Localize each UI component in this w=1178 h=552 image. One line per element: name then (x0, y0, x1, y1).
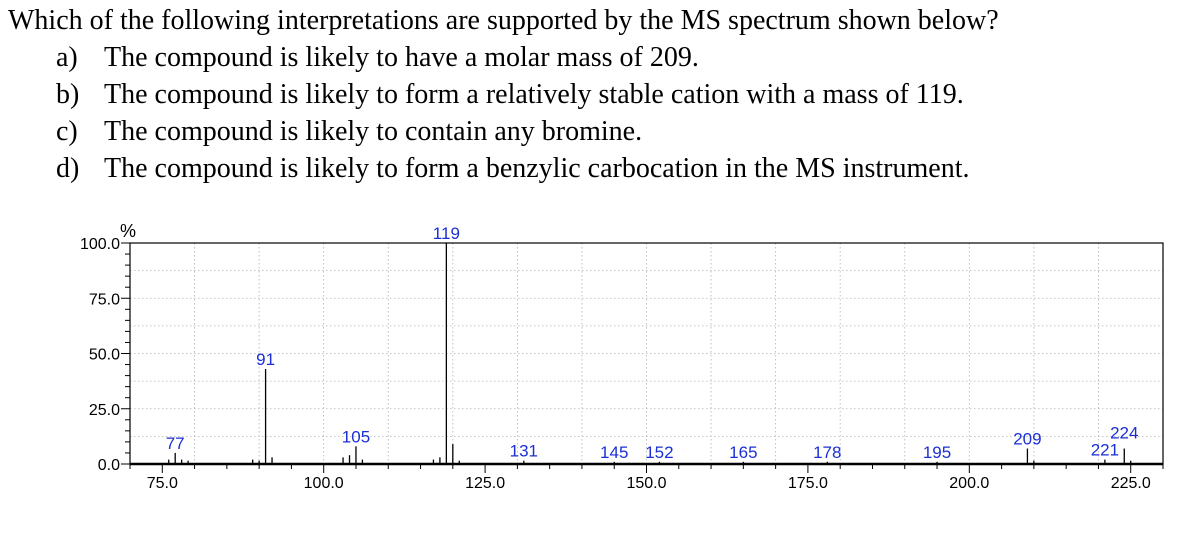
option-text: The compound is likely to have a molar m… (104, 42, 699, 73)
grid (130, 243, 1163, 464)
y-tick-label: 100.0 (80, 236, 120, 253)
peak-label-152: 152 (645, 443, 673, 462)
y-tick-label: 25.0 (89, 402, 120, 419)
y-tick-label: 75.0 (89, 291, 120, 308)
peak-label-224: 224 (1110, 424, 1138, 443)
peak-label-221: 221 (1091, 441, 1119, 460)
peak-label-195: 195 (923, 443, 951, 462)
peak-label-209: 209 (1013, 430, 1041, 449)
option-d: d) The compound is likely to form a benzy… (56, 150, 1173, 187)
peak-label-119: 119 (433, 224, 460, 243)
peak-label-91: 91 (256, 350, 275, 369)
option-letter: c) (56, 116, 78, 147)
option-text: The compound is likely to contain any br… (104, 116, 643, 147)
option-c: c) The compound is likely to contain any … (56, 113, 1173, 150)
option-b: b) The compound is likely to form a relat… (56, 76, 1173, 113)
option-letter: a) (56, 42, 78, 73)
option-text: The compound is likely to form a benzyli… (104, 153, 970, 184)
x-tick-label: 225.0 (1111, 475, 1151, 492)
question: Which of the following interpretations a… (8, 2, 1173, 187)
answer-options: a) The compound is likely to have a molar… (8, 39, 1173, 187)
option-letter: b) (56, 79, 80, 110)
x-tick-label: 125.0 (465, 475, 505, 492)
x-tick-label: 100.0 (304, 475, 344, 492)
x-tick-label: 150.0 (626, 475, 666, 492)
option-letter: d) (56, 153, 80, 184)
axes: 0.0 25.0 50.0 75.0 100.0 75.0 100.0 125.0 150.0 1… (80, 236, 1164, 492)
option-a: a) The compound is likely to have a molar… (56, 39, 1173, 76)
x-tick-label: 175.0 (788, 475, 828, 492)
question-stem: Which of the following interpretations a… (8, 5, 999, 36)
option-text: The compound is likely to form a relativ… (104, 79, 964, 110)
y-axis-label: % (120, 221, 136, 241)
peak-label-145: 145 (600, 443, 628, 462)
peak-label-105: 105 (342, 427, 370, 446)
x-tick-label: 75.0 (147, 475, 178, 492)
peak-label-178: 178 (813, 443, 841, 462)
x-tick-label: 200.0 (949, 475, 989, 492)
peak-label-165: 165 (729, 443, 757, 462)
y-tick-label: 0.0 (98, 457, 120, 474)
y-tick-label: 50.0 (89, 347, 120, 364)
peak-label-131: 131 (510, 442, 538, 461)
peak-label-77: 77 (166, 434, 185, 453)
peaks (168, 243, 1132, 464)
